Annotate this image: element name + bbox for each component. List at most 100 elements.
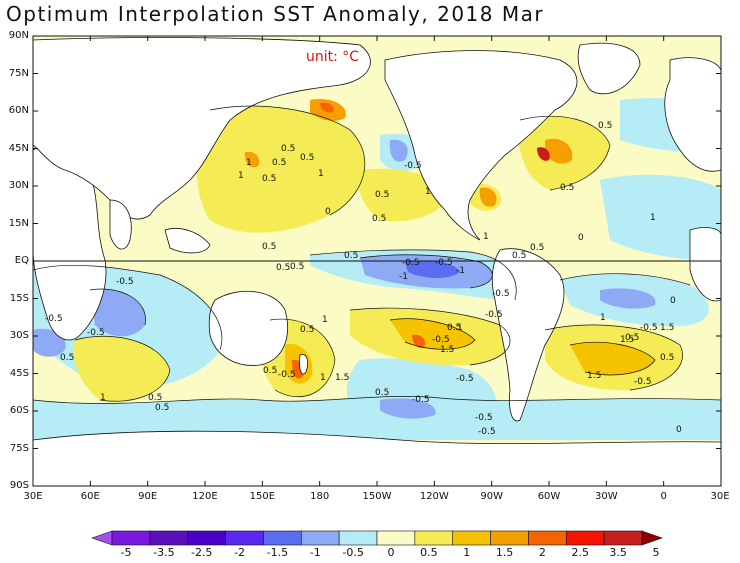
contour-label: 1 xyxy=(320,373,326,383)
region-south-atlantic-hot xyxy=(570,342,655,375)
colorbar-swatch xyxy=(300,530,340,546)
colorbar-tick-label: -1 xyxy=(309,546,321,559)
contour-label: -0.5 xyxy=(278,370,296,380)
contour-label: -1 xyxy=(399,272,408,282)
page-title: Optimum Interpolation SST Anomaly, 2018 … xyxy=(6,2,545,26)
lat-tick-label: 15S xyxy=(9,292,29,304)
contour-label: -0.5 xyxy=(435,258,453,268)
colorbar-swatch xyxy=(111,530,151,546)
contour-label: 0.5 xyxy=(262,242,276,252)
contour-label: 0 xyxy=(325,207,331,217)
contour-label: 0 xyxy=(676,425,682,435)
land-north-america xyxy=(384,50,578,241)
colorbar-tick-label: 1 xyxy=(463,546,471,559)
land-maritime-continent xyxy=(164,228,211,254)
contour-label: 0.5 xyxy=(263,366,277,376)
lat-tick-label: 75N xyxy=(8,67,29,79)
colorbar-tick-label: 5 xyxy=(652,546,660,559)
contour-label: 0.5 xyxy=(276,263,290,273)
region-east-pacific-colder xyxy=(405,260,460,278)
colorbar-swatch xyxy=(263,530,302,546)
land-australia xyxy=(208,290,288,366)
lon-tick-label: 150E xyxy=(249,491,276,502)
contour-label: 1 xyxy=(100,393,106,403)
contour-lines xyxy=(33,105,721,404)
lon-tick-label: 180 xyxy=(310,491,330,502)
lat-tick-label: 75S xyxy=(9,442,29,454)
contour-label: -0.5 xyxy=(485,310,503,320)
region-west-pacific-cold xyxy=(389,139,408,162)
colorbar-swatch xyxy=(338,530,378,546)
colorbar-tick-label: -0.5 xyxy=(342,546,364,559)
region-bering-max xyxy=(320,102,334,113)
lon-tick-label: 120W xyxy=(419,491,449,502)
lat-tick-label: 60N xyxy=(8,105,29,116)
contour-label: 1 xyxy=(322,315,328,325)
region-nw-atlantic-hot xyxy=(545,138,573,164)
land-india xyxy=(109,199,132,250)
contour-labels: 0.50.50.5 10.511-0.50.50.510.500.50.5 -0.5… xyxy=(45,121,682,437)
colorbar-tick-label: -5 xyxy=(120,546,132,559)
colorbar-swatch xyxy=(452,530,491,546)
contour-label: 1.5 xyxy=(620,335,634,345)
region-indian-cold xyxy=(90,289,146,337)
contour-label: -0.5 xyxy=(87,328,105,338)
colorbar-tick-label: 0 xyxy=(387,546,395,559)
colorbar-tick-label: 2 xyxy=(538,546,546,559)
lon-tick-label: 120E xyxy=(192,491,218,502)
contour-label: 1 xyxy=(650,213,656,223)
lon-tick-label: 30E xyxy=(23,491,43,502)
contour-label: 0.5 xyxy=(560,183,574,193)
lat-tick-label: 60S xyxy=(9,405,29,416)
region-gulf-hot xyxy=(479,187,497,207)
colorbar-swatch xyxy=(414,530,454,546)
region-japan-hot xyxy=(244,151,260,168)
lat-tick-label: 90N xyxy=(8,30,29,41)
contour-label: 0.5 xyxy=(372,214,386,224)
contour-label: -0.5 xyxy=(412,395,430,405)
lon-tick-label: 30W xyxy=(595,491,618,502)
contour-label: 1.5 xyxy=(660,323,674,333)
contour-label: 1.5 xyxy=(335,373,349,383)
contour-label: 1 xyxy=(238,171,244,181)
contour-label: 1 xyxy=(457,323,463,333)
contour-label: -0.5 xyxy=(492,289,510,299)
contour-label: 0.5 xyxy=(344,251,358,261)
lat-tick-label: 45S xyxy=(9,367,29,379)
contour-label: -0.5 xyxy=(432,335,450,345)
contour-label: 0.5 xyxy=(530,243,544,253)
lat-tick-label: 45N xyxy=(8,142,29,154)
contour-label: 0.5 xyxy=(300,153,314,163)
region-north-pacific-warm xyxy=(196,106,365,233)
colorbar-swatch xyxy=(376,530,416,546)
contour-label: 1 xyxy=(483,232,489,242)
lon-tick-label: 90W xyxy=(480,491,503,502)
contour-label: 0.5 xyxy=(660,353,674,363)
lon-tick-label: 150W xyxy=(362,491,392,502)
colorbar-low-arrow xyxy=(91,530,113,546)
colorbar-swatch xyxy=(603,530,643,546)
contour-label: 0 xyxy=(578,233,584,243)
colorbar-swatch xyxy=(490,530,529,546)
colorbar-swatch xyxy=(528,530,567,546)
contour-label: 1 xyxy=(600,313,606,323)
region-south-pacific-hot xyxy=(390,318,475,350)
colorbar-swatch xyxy=(565,530,605,546)
colorbar-high-arrow xyxy=(641,530,663,546)
lat-tick-label: EQ xyxy=(14,255,29,266)
land-eurasia xyxy=(33,37,371,220)
contour-label: 0.5 xyxy=(447,323,461,333)
axis-ticks xyxy=(32,35,722,487)
anomaly-field xyxy=(33,37,721,486)
land-africa-east xyxy=(689,227,721,302)
lat-tick-label: 30S xyxy=(9,330,29,341)
colorbar-tick-label: 2.5 xyxy=(571,546,590,559)
contour-label: 0.5 xyxy=(512,251,526,261)
colorbar-tick-label: -3.5 xyxy=(153,546,175,559)
contour-label: -0.5 xyxy=(634,377,652,387)
land-greenland xyxy=(577,42,641,95)
contour-label: 0.5 xyxy=(281,144,295,154)
contour-label: 1.5 xyxy=(587,371,601,381)
contour-label: 0.5 xyxy=(262,174,276,184)
